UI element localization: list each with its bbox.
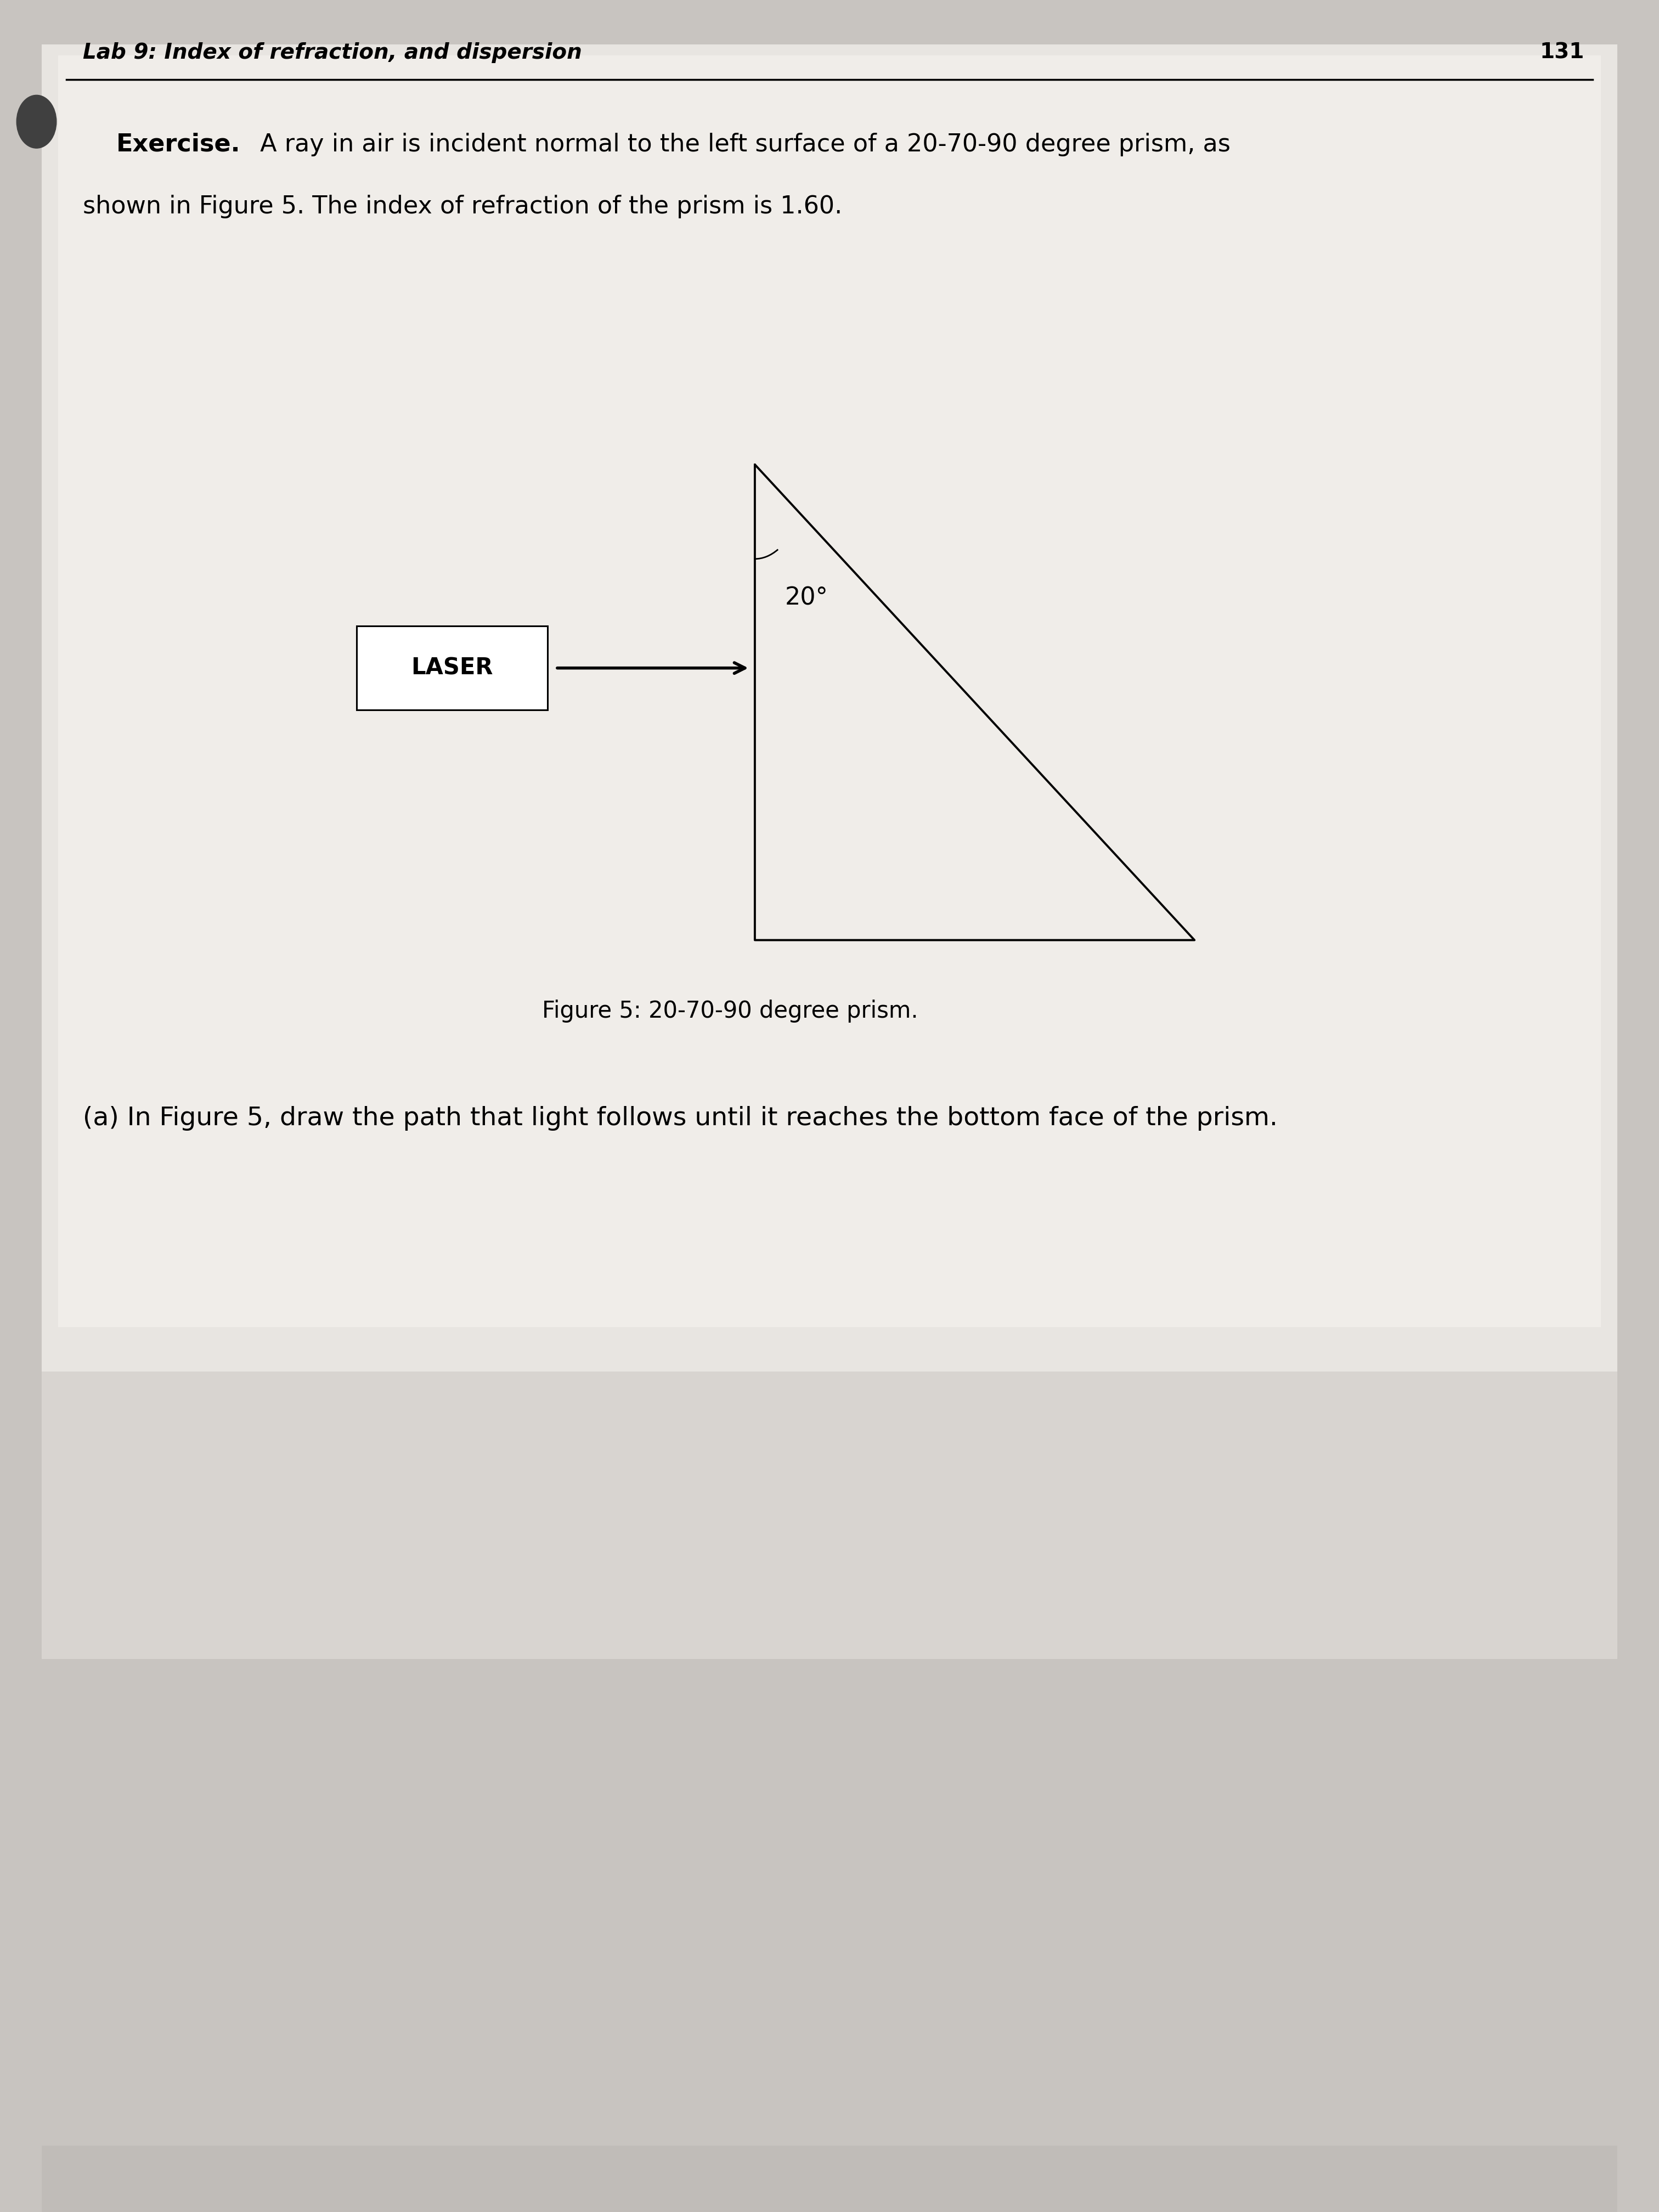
Bar xyxy=(357,626,547,710)
Text: Lab 9: Index of refraction, and dispersion: Lab 9: Index of refraction, and dispersi… xyxy=(83,42,582,62)
Text: Exercise.: Exercise. xyxy=(116,133,241,157)
Text: LASER: LASER xyxy=(411,657,493,679)
Text: Figure 5: 20-70-90 degree prism.: Figure 5: 20-70-90 degree prism. xyxy=(542,1000,917,1022)
Text: A ray in air is incident normal to the left surface of a 20-70-90 degree prism, : A ray in air is incident normal to the l… xyxy=(252,133,1231,157)
Text: 131: 131 xyxy=(1540,42,1584,62)
Bar xyxy=(58,55,1601,1327)
Bar xyxy=(41,44,1618,1371)
Text: 20°: 20° xyxy=(785,586,828,611)
Text: (a) In Figure 5, draw the path that light follows until it reaches the bottom fa: (a) In Figure 5, draw the path that ligh… xyxy=(83,1106,1277,1130)
Text: shown in Figure 5. The index of refraction of the prism is 1.60.: shown in Figure 5. The index of refracti… xyxy=(83,195,843,219)
Bar xyxy=(41,2146,1618,2212)
Bar xyxy=(41,1659,1618,2146)
Bar xyxy=(41,1371,1618,1659)
Circle shape xyxy=(17,95,56,148)
